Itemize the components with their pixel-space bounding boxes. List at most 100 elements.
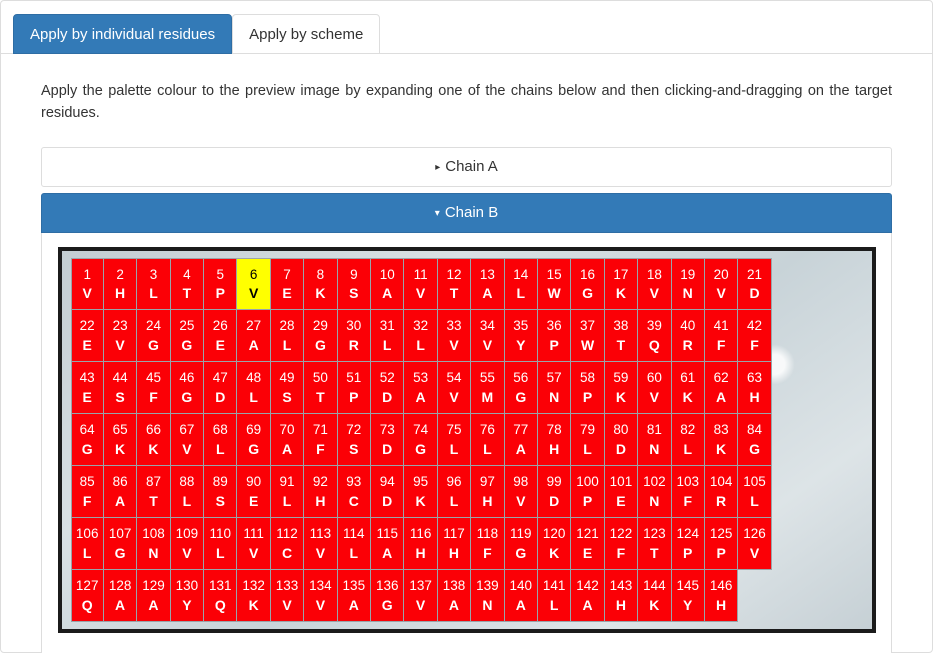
residue-cell-34[interactable]: 34 V bbox=[471, 309, 505, 362]
residue-cell-120[interactable]: 120 K bbox=[537, 517, 572, 570]
residue-cell-44[interactable]: 44 S bbox=[103, 361, 138, 414]
residue-cell-95[interactable]: 95 K bbox=[404, 465, 438, 518]
residue-cell-61[interactable]: 61 K bbox=[671, 361, 705, 414]
residue-cell-106[interactable]: 106 L bbox=[70, 517, 104, 570]
residue-cell-127[interactable]: 127 Q bbox=[70, 569, 104, 622]
residue-cell-50[interactable]: 50 T bbox=[304, 361, 338, 414]
chain-header-chain-b[interactable]: ▾ Chain B bbox=[41, 192, 892, 233]
residue-cell-90[interactable]: 90 E bbox=[237, 465, 271, 518]
residue-cell-10[interactable]: 10 A bbox=[371, 257, 405, 310]
residue-cell-110[interactable]: 110 L bbox=[204, 517, 238, 570]
residue-cell-67[interactable]: 67 V bbox=[170, 413, 205, 466]
residue-cell-114[interactable]: 114 L bbox=[337, 517, 372, 570]
residue-cell-35[interactable]: 35 Y bbox=[504, 309, 538, 362]
residue-cell-131[interactable]: 131 Q bbox=[204, 569, 238, 622]
residue-cell-126[interactable]: 126 V bbox=[738, 517, 772, 570]
residue-cell-57[interactable]: 57 N bbox=[537, 361, 572, 414]
residue-cell-69[interactable]: 69 G bbox=[237, 413, 271, 466]
residue-cell-54[interactable]: 54 V bbox=[437, 361, 472, 414]
residue-cell-136[interactable]: 136 G bbox=[371, 569, 405, 622]
residue-cell-16[interactable]: 16 G bbox=[571, 257, 605, 310]
residue-cell-41[interactable]: 41 F bbox=[704, 309, 739, 362]
residue-cell-112[interactable]: 112 C bbox=[270, 517, 305, 570]
residue-cell-62[interactable]: 62 A bbox=[704, 361, 739, 414]
residue-cell-21[interactable]: 21 D bbox=[738, 257, 772, 310]
residue-cell-101[interactable]: 101 E bbox=[604, 465, 639, 518]
residue-cell-104[interactable]: 104 R bbox=[704, 465, 739, 518]
residue-cell-116[interactable]: 116 H bbox=[404, 517, 438, 570]
residue-cell-144[interactable]: 144 K bbox=[638, 569, 672, 622]
residue-cell-122[interactable]: 122 F bbox=[604, 517, 639, 570]
residue-cell-27[interactable]: 27 A bbox=[237, 309, 271, 362]
residue-cell-134[interactable]: 134 V bbox=[304, 569, 338, 622]
residue-cell-119[interactable]: 119 G bbox=[504, 517, 538, 570]
residue-cell-115[interactable]: 115 A bbox=[371, 517, 405, 570]
residue-cell-89[interactable]: 89 S bbox=[204, 465, 238, 518]
residue-cell-38[interactable]: 38 T bbox=[604, 309, 639, 362]
residue-cell-63[interactable]: 63 H bbox=[738, 361, 772, 414]
residue-cell-70[interactable]: 70 A bbox=[270, 413, 305, 466]
residue-cell-132[interactable]: 132 K bbox=[237, 569, 271, 622]
residue-cell-81[interactable]: 81 N bbox=[638, 413, 672, 466]
residue-cell-22[interactable]: 22 E bbox=[70, 309, 104, 362]
residue-cell-109[interactable]: 109 V bbox=[170, 517, 205, 570]
residue-cell-128[interactable]: 128 A bbox=[103, 569, 138, 622]
residue-cell-124[interactable]: 124 P bbox=[671, 517, 705, 570]
residue-cell-143[interactable]: 143 H bbox=[604, 569, 639, 622]
residue-cell-65[interactable]: 65 K bbox=[103, 413, 138, 466]
residue-cell-28[interactable]: 28 L bbox=[270, 309, 305, 362]
residue-cell-88[interactable]: 88 L bbox=[170, 465, 205, 518]
residue-cell-121[interactable]: 121 E bbox=[571, 517, 605, 570]
residue-cell-74[interactable]: 74 G bbox=[404, 413, 438, 466]
residue-cell-60[interactable]: 60 V bbox=[638, 361, 672, 414]
residue-cell-98[interactable]: 98 V bbox=[504, 465, 538, 518]
residue-cell-59[interactable]: 59 K bbox=[604, 361, 639, 414]
residue-cell-46[interactable]: 46 G bbox=[170, 361, 205, 414]
residue-cell-83[interactable]: 83 K bbox=[704, 413, 739, 466]
residue-cell-51[interactable]: 51 P bbox=[337, 361, 372, 414]
residue-cell-92[interactable]: 92 H bbox=[304, 465, 338, 518]
residue-cell-75[interactable]: 75 L bbox=[437, 413, 472, 466]
residue-cell-13[interactable]: 13 A bbox=[471, 257, 505, 310]
residue-cell-23[interactable]: 23 V bbox=[103, 309, 138, 362]
tab-apply-by-individual-residues[interactable]: Apply by individual residues bbox=[13, 14, 233, 54]
residue-cell-91[interactable]: 91 L bbox=[270, 465, 305, 518]
residue-cell-108[interactable]: 108 N bbox=[137, 517, 171, 570]
residue-cell-56[interactable]: 56 G bbox=[504, 361, 538, 414]
residue-cell-76[interactable]: 76 L bbox=[471, 413, 505, 466]
residue-cell-55[interactable]: 55 M bbox=[471, 361, 505, 414]
residue-cell-45[interactable]: 45 F bbox=[137, 361, 171, 414]
tab-apply-by-scheme[interactable]: Apply by scheme bbox=[232, 14, 381, 54]
residue-cell-18[interactable]: 18 V bbox=[638, 257, 672, 310]
residue-cell-40[interactable]: 40 R bbox=[671, 309, 705, 362]
residue-cell-19[interactable]: 19 N bbox=[671, 257, 705, 310]
residue-cell-68[interactable]: 68 L bbox=[204, 413, 238, 466]
residue-cell-43[interactable]: 43 E bbox=[70, 361, 104, 414]
residue-cell-107[interactable]: 107 G bbox=[103, 517, 138, 570]
residue-cell-33[interactable]: 33 V bbox=[437, 309, 472, 362]
residue-cell-102[interactable]: 102 N bbox=[638, 465, 672, 518]
residue-cell-71[interactable]: 71 F bbox=[304, 413, 338, 466]
residue-cell-129[interactable]: 129 A bbox=[137, 569, 171, 622]
residue-cell-140[interactable]: 140 A bbox=[504, 569, 538, 622]
residue-cell-139[interactable]: 139 N bbox=[471, 569, 505, 622]
residue-cell-47[interactable]: 47 D bbox=[204, 361, 238, 414]
residue-cell-84[interactable]: 84 G bbox=[738, 413, 772, 466]
residue-cell-48[interactable]: 48 L bbox=[237, 361, 271, 414]
residue-cell-11[interactable]: 11 V bbox=[404, 257, 438, 310]
residue-cell-137[interactable]: 137 V bbox=[404, 569, 438, 622]
residue-cell-29[interactable]: 29 G bbox=[304, 309, 338, 362]
residue-cell-14[interactable]: 14 L bbox=[504, 257, 538, 310]
residue-cell-85[interactable]: 85 F bbox=[70, 465, 104, 518]
residue-cell-12[interactable]: 12 T bbox=[437, 257, 472, 310]
residue-cell-133[interactable]: 133 V bbox=[270, 569, 305, 622]
residue-cell-52[interactable]: 52 D bbox=[371, 361, 405, 414]
residue-cell-15[interactable]: 15 W bbox=[537, 257, 572, 310]
residue-cell-105[interactable]: 105 L bbox=[738, 465, 772, 518]
